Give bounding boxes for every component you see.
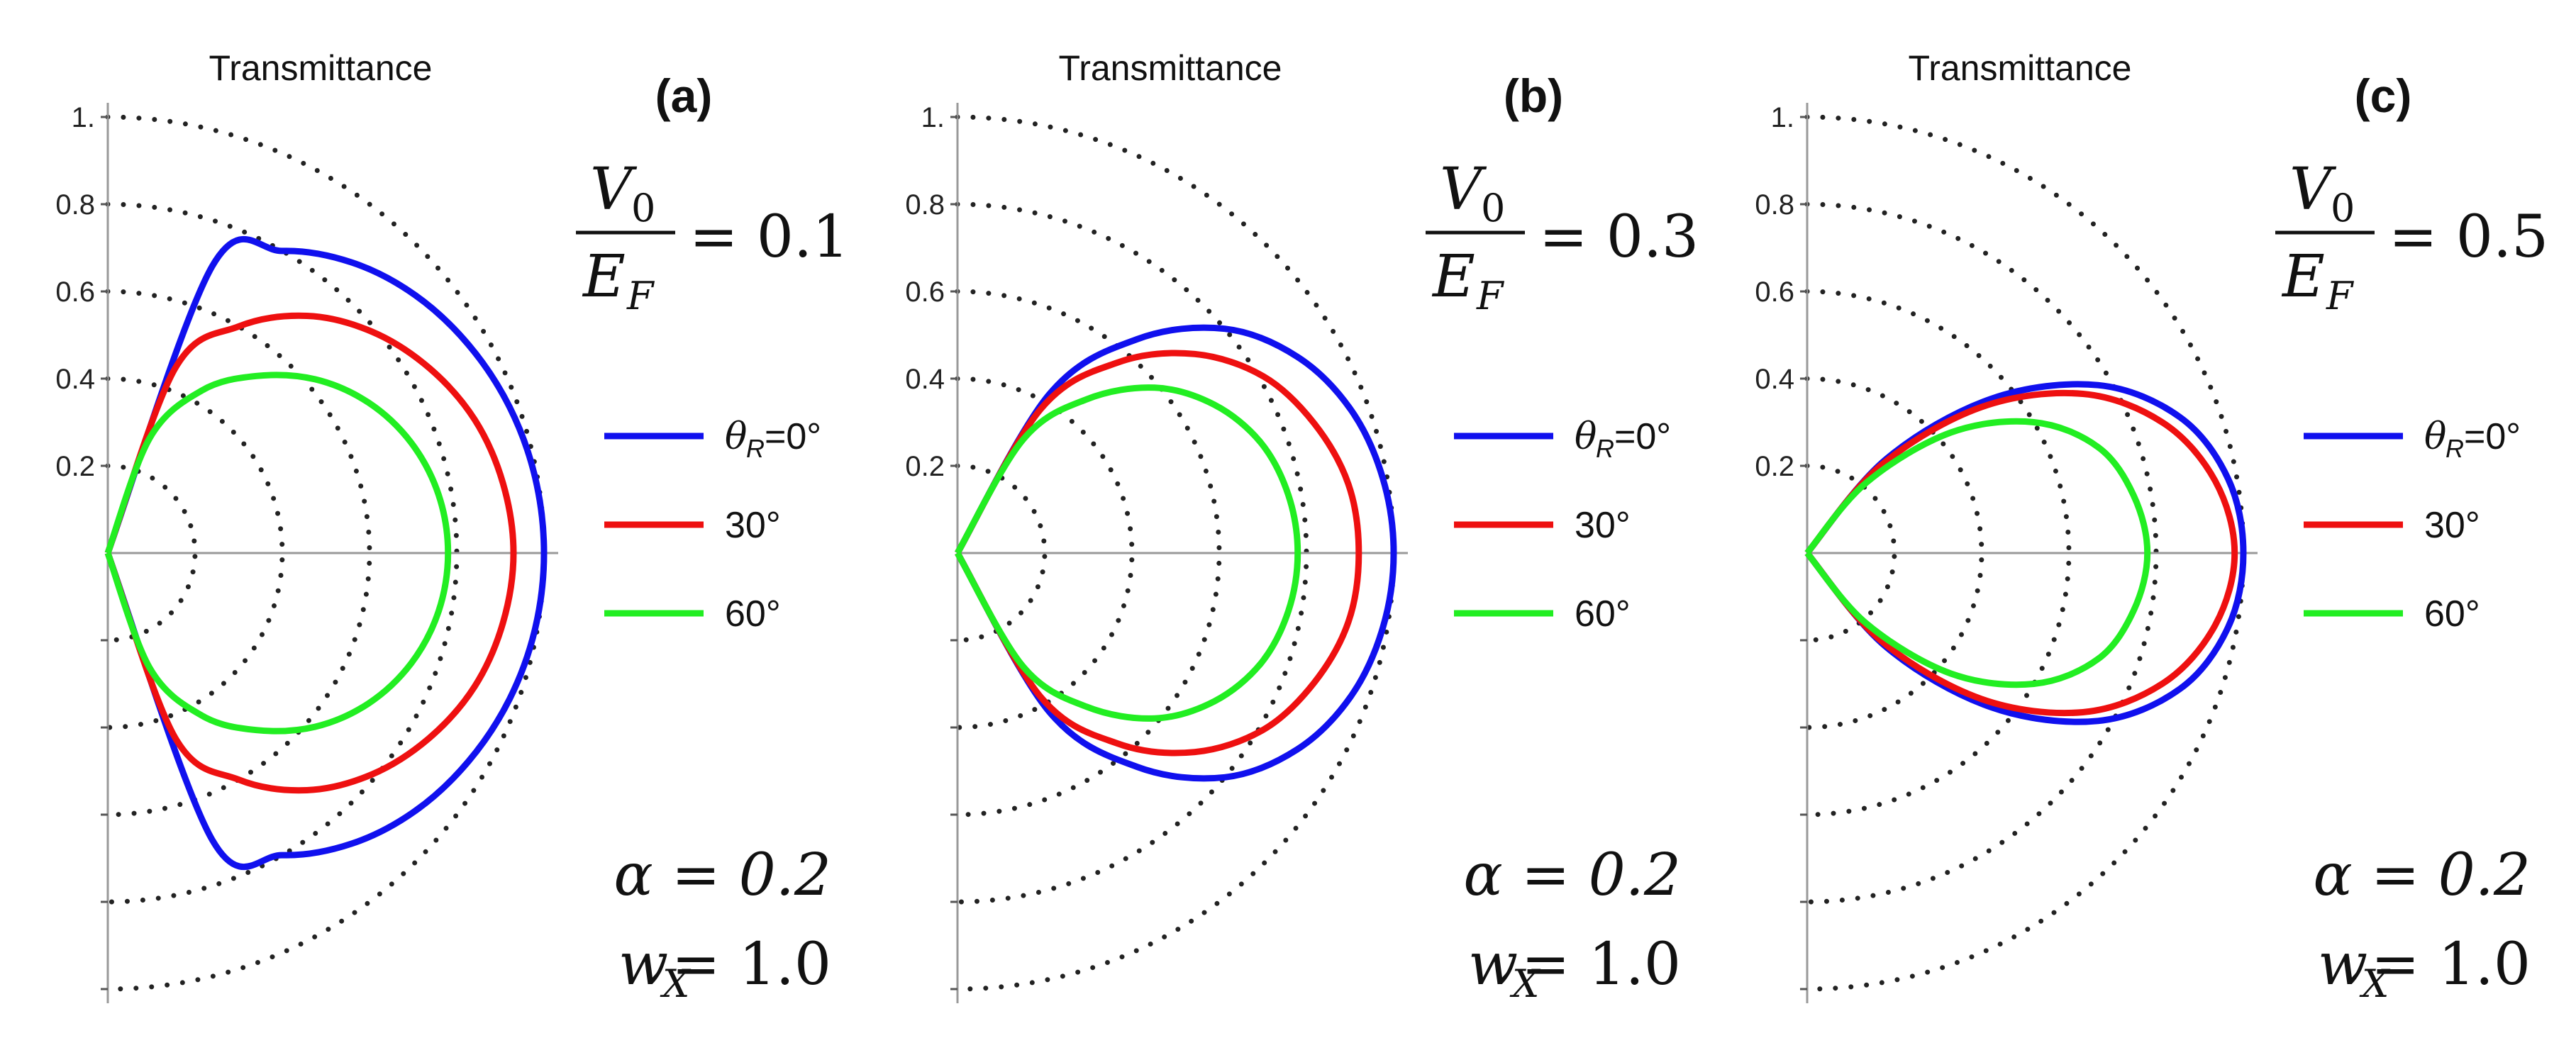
grid-ring-1 xyxy=(105,463,198,643)
legend-label-1: =0° xyxy=(1614,416,1671,457)
r-tick-label: 0.8 xyxy=(1755,189,1794,221)
series-curve-theta-60 xyxy=(104,372,452,735)
ef-subscript: F xyxy=(2326,274,2355,318)
legend-label-2: 30° xyxy=(725,505,781,546)
legend-label-3: 60° xyxy=(1575,593,1631,635)
legend-label-2: 30° xyxy=(2424,505,2480,546)
ef-subscript: F xyxy=(1476,274,1505,318)
legend-label-theta-subscript: R xyxy=(2445,434,2464,463)
panel-label: (b) xyxy=(1504,69,1563,122)
panel-label: (c) xyxy=(2355,69,2412,122)
r-tick-label: 0.2 xyxy=(1755,451,1794,482)
r-tick-label: 0.6 xyxy=(55,277,95,308)
chart-title: Transmittance xyxy=(209,48,433,88)
chart-title: Transmittance xyxy=(1059,48,1282,88)
r-tick-label: 1. xyxy=(72,102,95,133)
v0-ef-ratio-value: = 0.3 xyxy=(1539,203,1699,271)
wx-subscript: X xyxy=(660,961,692,1006)
r-tick-label: 1. xyxy=(921,102,945,133)
series-curve-theta-0 xyxy=(1804,381,2247,725)
wx-subscript: X xyxy=(2359,961,2391,1006)
legend-label-theta-subscript: R xyxy=(1596,434,1614,463)
v0-subscript: 0 xyxy=(2331,186,2355,230)
r-tick-label: 0.8 xyxy=(905,189,945,221)
legend-label-theta-subscript: R xyxy=(746,434,765,463)
ef-symbol: E xyxy=(2281,243,2325,311)
ef-symbol: E xyxy=(582,243,626,311)
series-curve-theta-30 xyxy=(104,312,517,794)
legend-label-theta-symbol: θ xyxy=(725,415,747,458)
wx-symbol: w xyxy=(1468,931,1518,998)
wx-subscript: X xyxy=(1509,961,1541,1006)
panel-b: 1. 0.8 0.6 0.4 0.2 Transmittance (b) V0E F = 0.3 θ… xyxy=(905,48,1699,1006)
series-curve-theta-30 xyxy=(955,350,1362,757)
wx-value: = 1.0 xyxy=(672,931,831,998)
alpha-parameter: α = 0.2 xyxy=(614,842,831,909)
grid-ring-1 xyxy=(1804,463,1897,643)
r-tick-label: 0.4 xyxy=(1755,364,1794,395)
legend-label-1: =0° xyxy=(765,416,821,457)
r-tick-label: 0.6 xyxy=(905,277,945,308)
legend-label-theta-symbol: θ xyxy=(1575,415,1597,458)
legend-label-3: 60° xyxy=(2424,593,2480,635)
legend-label-2: 30° xyxy=(1575,505,1631,546)
series-curve-theta-0 xyxy=(955,324,1397,782)
legend-label-theta-symbol: θ xyxy=(2424,415,2446,458)
v0-symbol: V xyxy=(1440,156,1487,223)
r-tick-label: 0.2 xyxy=(905,451,945,482)
r-tick-label: 0.8 xyxy=(55,189,95,221)
series-curve-theta-60 xyxy=(1804,418,2151,688)
legend-label-1: =0° xyxy=(2464,416,2521,457)
wx-symbol: w xyxy=(618,931,668,998)
r-tick-label: 0.4 xyxy=(905,364,945,395)
legend-label-3: 60° xyxy=(725,593,781,635)
series-curve-theta-30 xyxy=(1804,389,2238,717)
r-tick-label: 0.6 xyxy=(1755,277,1794,308)
r-tick-label: 0.4 xyxy=(55,364,95,395)
series-curve-theta-60 xyxy=(955,384,1301,722)
alpha-parameter: α = 0.2 xyxy=(1463,842,1681,909)
wx-value: = 1.0 xyxy=(2371,931,2531,998)
chart-title: Transmittance xyxy=(1909,48,2132,88)
v0-symbol: V xyxy=(2289,156,2337,223)
series-curve-theta-0 xyxy=(104,235,548,871)
panel-c: 1. 0.8 0.6 0.4 0.2 Transmittance (c) V0E F = 0.5 θ… xyxy=(1755,48,2548,1006)
wx-value: = 1.0 xyxy=(1521,931,1681,998)
panel-a: 1. 0.8 0.6 0.4 0.2 Transmittance (a) V0E F = 0.1 θ… xyxy=(55,48,849,1006)
v0-ef-ratio-value: = 0.1 xyxy=(689,203,849,271)
v0-symbol: V xyxy=(590,156,638,223)
panel-label: (a) xyxy=(655,69,713,122)
v0-subscript: 0 xyxy=(631,186,655,230)
alpha-parameter: α = 0.2 xyxy=(2313,842,2531,909)
r-tick-label: 0.2 xyxy=(55,451,95,482)
r-tick-label: 1. xyxy=(1771,102,1794,133)
wx-symbol: w xyxy=(2318,931,2367,998)
v0-ef-ratio-value: = 0.5 xyxy=(2389,203,2548,271)
ef-symbol: E xyxy=(1431,243,1475,311)
v0-subscript: 0 xyxy=(1481,186,1505,230)
ef-subscript: F xyxy=(626,274,655,318)
